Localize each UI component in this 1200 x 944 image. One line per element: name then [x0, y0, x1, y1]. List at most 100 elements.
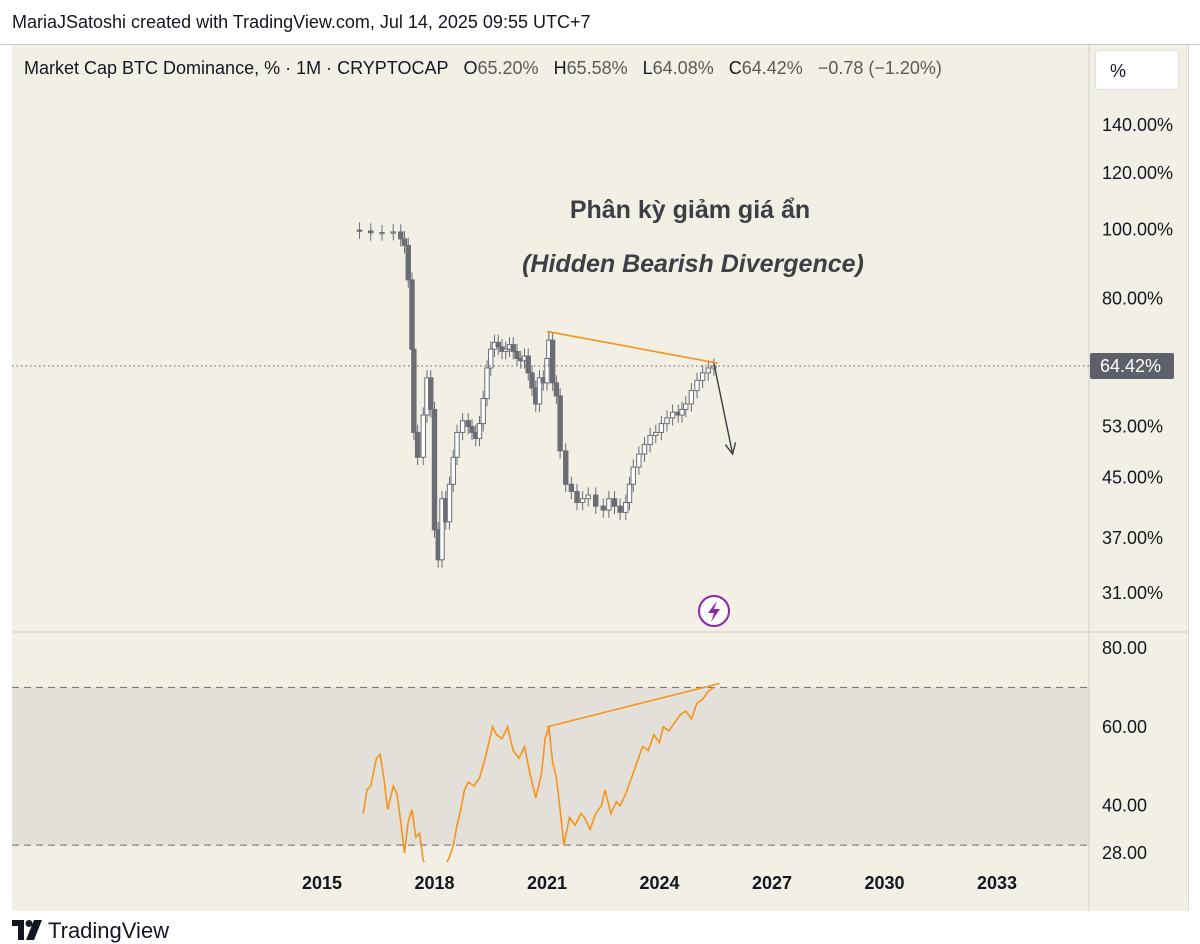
- candle-body: [536, 377, 543, 405]
- candle-body: [688, 390, 695, 405]
- candle-body: [658, 423, 665, 433]
- candle-body: [611, 498, 618, 507]
- candle-body: [669, 411, 676, 419]
- legend-high-value: 65.58%: [566, 58, 628, 78]
- price-trendline: [546, 330, 718, 364]
- percent-scale-button[interactable]: %: [1095, 50, 1179, 90]
- candle-body: [409, 279, 415, 350]
- price-arrow-head: [724, 442, 737, 456]
- candle-body: [579, 498, 586, 503]
- time-axis-tick: 2024: [639, 873, 679, 893]
- candle-body: [405, 244, 411, 281]
- header-caption: MariaJSatoshi created with TradingView.c…: [12, 12, 591, 32]
- candle-body: [495, 341, 501, 348]
- annotation-title-en: (Hidden Bearish Divergence): [522, 250, 864, 278]
- legend-close-label: C: [728, 58, 742, 78]
- candle-body: [356, 229, 363, 232]
- time-axis-tick: 2018: [414, 873, 454, 893]
- candle-body: [439, 498, 445, 561]
- candle-body: [653, 431, 659, 436]
- candle-body: [390, 231, 396, 234]
- time-axis-tick: 2030: [864, 873, 904, 893]
- price-arrow-line: [713, 363, 734, 455]
- candle-body: [694, 379, 700, 392]
- price-axis-tick: 37.00%: [1102, 528, 1163, 548]
- candle-body: [557, 395, 563, 452]
- annotations: Phân kỳ giảm giá ẩn (Hidden Bearish Diver…: [12, 196, 1089, 728]
- candle-body: [420, 414, 426, 458]
- legend-title: Market Cap BTC Dominance, % · 1M · CRYPT…: [24, 58, 449, 78]
- series-legend: Market Cap BTC Dominance, % · 1M · CRYPT…: [24, 58, 942, 79]
- legend-low-label: L: [642, 58, 653, 78]
- candle-body: [647, 434, 653, 446]
- price-axis-tick: 100.00%: [1102, 219, 1173, 239]
- candle-body: [368, 230, 374, 234]
- rsi-axis-tick: 80.00: [1102, 638, 1147, 658]
- rsi-band: [12, 686, 1089, 846]
- candle-body: [600, 505, 606, 511]
- candles: [356, 222, 717, 568]
- candle-body: [465, 420, 471, 428]
- candle-body: [514, 350, 520, 359]
- candle-body: [626, 483, 633, 503]
- price-axis-tick: 80.00%: [1102, 289, 1163, 309]
- rsi-axis-tick: 28.00: [1102, 843, 1147, 863]
- price-axis-tick: 45.00%: [1102, 467, 1163, 487]
- last-price-label: 64.42%: [1100, 356, 1161, 376]
- price-axis-tick: 31.00%: [1102, 583, 1163, 603]
- candle-body: [705, 367, 711, 374]
- candle-body: [563, 450, 569, 485]
- legend-close-value: 64.42%: [741, 58, 803, 78]
- rsi-line: [362, 686, 715, 862]
- legend-change: −0.78 (−1.20%): [817, 58, 942, 78]
- annotation-title-vi: Phân kỳ giảm giá ẩn: [570, 196, 810, 224]
- price-axis-tick: 140.00%: [1102, 115, 1173, 135]
- candle-body: [484, 367, 490, 400]
- candle-body: [574, 490, 580, 503]
- candle-body: [411, 348, 417, 433]
- price-axis-tick: 120.00%: [1102, 163, 1173, 183]
- candle-body: [568, 483, 575, 492]
- rsi-axis-tick: 60.00: [1102, 717, 1147, 737]
- candle-body: [414, 431, 421, 458]
- header-bar: MariaJSatoshi created with TradingView.c…: [0, 0, 1200, 45]
- candle-body: [488, 348, 494, 369]
- candle-body: [585, 494, 591, 500]
- candle-body: [480, 398, 486, 425]
- candle-body: [529, 372, 535, 389]
- pane-separators: [12, 45, 1188, 911]
- candle-body: [630, 466, 636, 485]
- axes: 64.42% 140.00% 120.00% 100.00% 80.00% 53.00% 4…: [302, 115, 1174, 893]
- candle-body: [606, 498, 612, 511]
- candle-body: [469, 426, 475, 433]
- last-price-label-bg: [1090, 352, 1174, 379]
- candle-body: [476, 423, 483, 439]
- candle-body: [510, 344, 516, 352]
- legend-low-value: 64.08%: [652, 58, 714, 78]
- candle-body: [664, 417, 670, 425]
- candle-body: [623, 501, 629, 513]
- tradingview-logo-icon: [12, 920, 42, 940]
- lightning-badge-icon: [698, 595, 730, 627]
- candle-body: [617, 505, 623, 513]
- candle-body: [446, 483, 453, 523]
- candle-body: [549, 339, 556, 384]
- candle-body: [454, 431, 460, 458]
- candle-body: [553, 382, 560, 397]
- time-axis-tick: 2015: [302, 873, 342, 893]
- candle-body: [431, 408, 438, 531]
- legend-open-label: O: [463, 58, 478, 78]
- candle-body: [699, 372, 706, 381]
- time-axis-tick: 2027: [752, 873, 792, 893]
- rsi-trendline: [546, 682, 720, 728]
- rsi-band-fill: [12, 687, 1089, 846]
- candle-body: [428, 377, 434, 410]
- candle-body: [450, 456, 456, 485]
- time-axis-tick: 2021: [527, 873, 567, 893]
- footer-brand: TradingView: [48, 918, 170, 943]
- rsi-axis-tick: 40.00: [1102, 796, 1147, 816]
- legend-high-label: H: [553, 58, 567, 78]
- candle-body: [525, 355, 531, 374]
- candle-body: [459, 420, 466, 433]
